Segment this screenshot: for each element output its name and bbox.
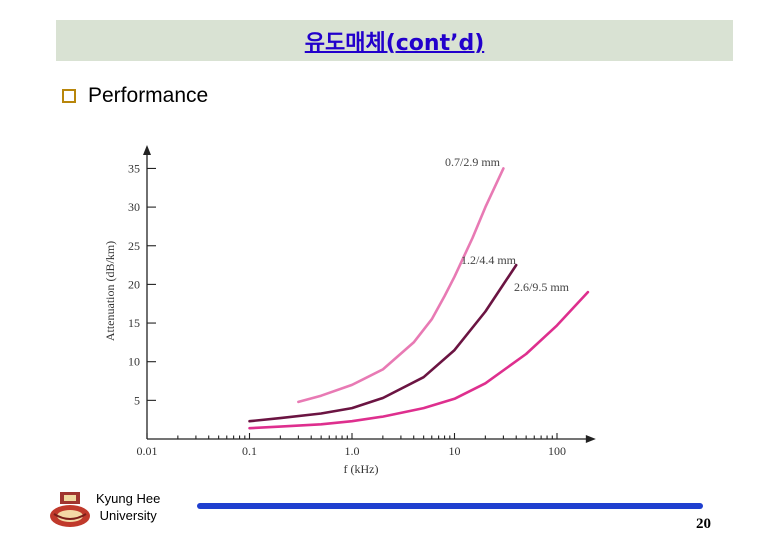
x-tick-label: 10 — [449, 444, 461, 458]
y-tick-label: 30 — [128, 200, 140, 214]
series-line-1 — [297, 167, 505, 404]
series-line-3 — [248, 290, 590, 430]
slide-title: 유도매체(cont’d) — [304, 30, 485, 56]
university-seal-icon — [50, 492, 90, 527]
x-tick-label: 1.0 — [345, 444, 360, 458]
y-tick-label: 20 — [128, 277, 140, 291]
title-bar: 유도매체(cont’d) — [56, 20, 733, 61]
series-label-2: 1.2/4.4 mm — [461, 253, 517, 267]
series-label-1: 0.7/2.9 mm — [445, 155, 501, 169]
bullet-row: Performance — [62, 84, 208, 108]
bullet-text: Performance — [88, 84, 209, 107]
footer-line-2: University — [99, 508, 157, 523]
footer-line-1: Kyung Hee — [96, 491, 161, 506]
y-tick-label: 5 — [134, 393, 140, 407]
x-axis-label: f (kHz) — [344, 462, 379, 476]
x-tick-label: 100 — [548, 444, 566, 458]
y-tick-label: 15 — [128, 316, 140, 330]
y-axis-arrow — [143, 144, 151, 155]
series-line-2 — [248, 263, 518, 423]
x-axis-arrow — [585, 435, 596, 443]
y-tick-label: 10 — [128, 355, 140, 369]
bullet-box-icon — [62, 89, 76, 103]
y-tick-label: 25 — [128, 239, 140, 253]
footer-university-name: Kyung Hee University — [96, 490, 160, 524]
x-tick-label: 0.1 — [242, 444, 257, 458]
x-tick-label: 0.01 — [137, 444, 158, 458]
y-tick-label: 35 — [128, 161, 140, 175]
footer-divider-bar — [197, 503, 703, 509]
series-label-3: 2.6/9.5 mm — [514, 280, 570, 294]
page-number: 20 — [696, 516, 711, 532]
y-axis-label: Attenuation (dB/km) — [103, 241, 117, 341]
